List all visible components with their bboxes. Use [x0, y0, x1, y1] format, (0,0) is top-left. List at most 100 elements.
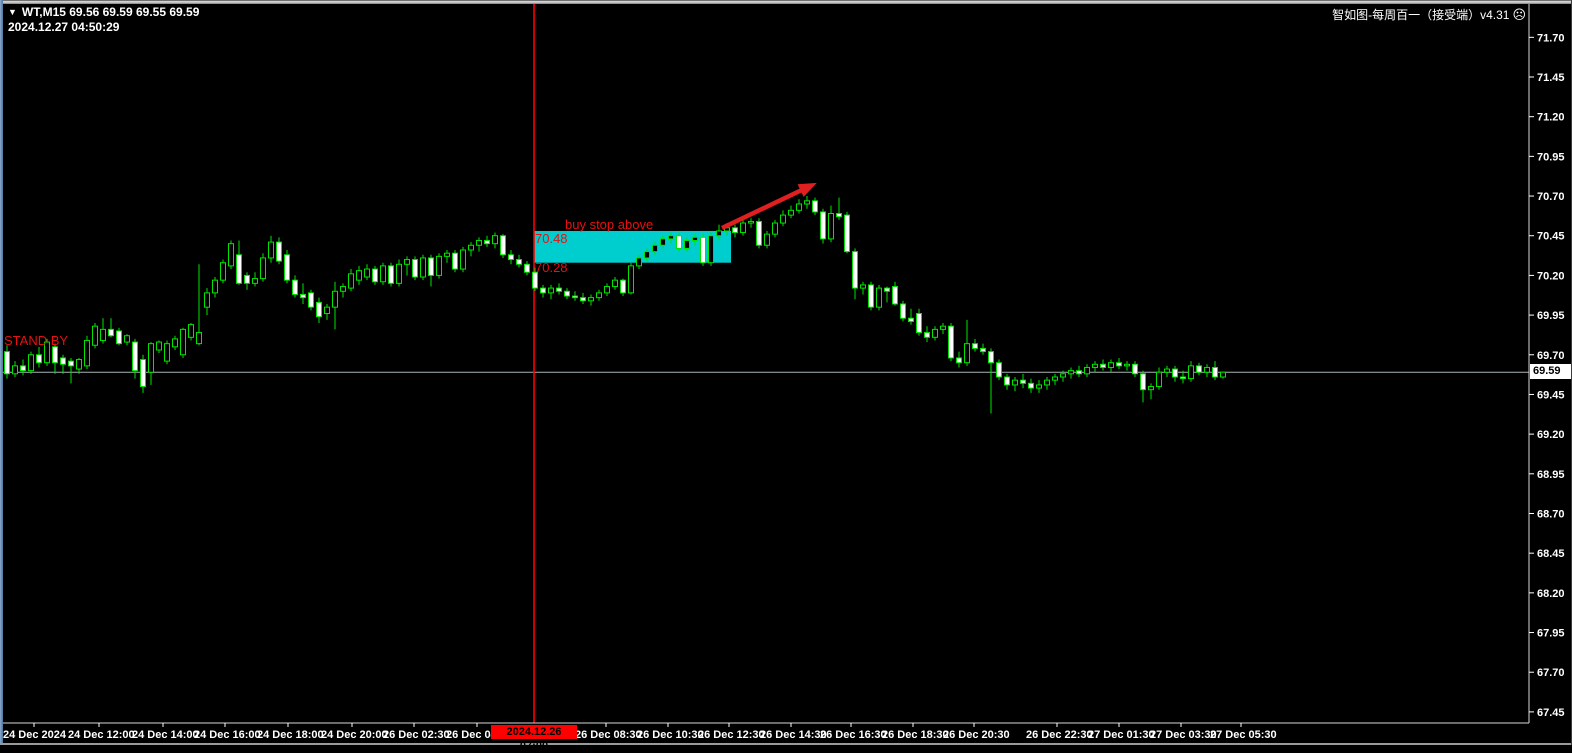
candle-bull	[748, 220, 754, 224]
time-tick-label: 26 Dec 14:30	[760, 729, 827, 741]
candle-bear	[4, 351, 10, 375]
price-tick-label: 71.45	[1537, 72, 1565, 84]
candle-bull	[636, 257, 642, 267]
candle-bear	[1028, 382, 1034, 389]
candle-bull	[1108, 362, 1114, 368]
candle-bull	[156, 341, 162, 351]
candle-bull	[476, 239, 482, 246]
candle-bear	[284, 254, 290, 281]
candle-bull	[828, 213, 834, 240]
candle-bull	[716, 230, 722, 237]
time-tick-label: 26 Dec 16:30	[820, 729, 887, 741]
candle-bear	[1116, 362, 1122, 367]
candle-bear	[700, 236, 706, 264]
candle-bull	[84, 339, 90, 367]
candle-bull	[1068, 370, 1074, 375]
window-left-edge	[0, 0, 3, 745]
zone-high-label: 70.48	[535, 231, 568, 246]
symbol-ohlc-label: WT,M15 69.56 69.59 69.55 69.59	[21, 5, 200, 19]
candle-bull	[268, 241, 274, 259]
candle-bull	[1092, 363, 1098, 368]
candle-bear	[1076, 370, 1082, 375]
candle-bear	[60, 357, 66, 365]
time-tick-label: 24 Dec 12:00	[68, 729, 135, 741]
marker-time-tag: 2024.12.26 07:00	[491, 725, 577, 752]
price-tick-label: 67.45	[1537, 707, 1565, 719]
price-tick-label: 69.20	[1537, 429, 1565, 441]
candle-bull	[772, 222, 778, 235]
candle-bull	[188, 324, 194, 338]
window-bottom-edge	[0, 743, 1572, 745]
time-tick-label: 26 Dec 12:30	[698, 729, 765, 741]
buy-zone-rect	[534, 230, 731, 263]
candle-bear	[868, 284, 874, 308]
candle-bull	[1012, 379, 1018, 386]
candle-bull	[764, 233, 770, 246]
candle-bear	[972, 343, 978, 349]
candle-bear	[916, 313, 922, 334]
candle-bull	[196, 332, 202, 345]
time-tick-label: 26 Dec 20:30	[943, 729, 1010, 741]
symbol-dropdown-icon[interactable]: ▼	[8, 7, 17, 17]
time-tick-label: 26 Dec 08:30	[575, 729, 642, 741]
candle-bear	[1212, 366, 1218, 378]
candle-bear	[116, 330, 122, 345]
time-tick-label: 24 Dec 20:00	[321, 729, 388, 741]
candle-bull	[364, 268, 370, 278]
candle-bear	[388, 265, 394, 284]
candle-bull	[348, 273, 354, 289]
candle-bull	[332, 290, 338, 308]
candle-bull	[644, 251, 650, 259]
candle-bull	[44, 341, 50, 364]
candle-bull	[100, 328, 106, 341]
candle-bear	[36, 354, 42, 364]
candle-bull	[940, 325, 946, 330]
buy-stop-label: buy stop above	[565, 217, 654, 232]
candle-bull	[1124, 363, 1130, 367]
candle-bear	[1140, 373, 1146, 391]
candle-bull	[468, 244, 474, 251]
candle-bull	[220, 262, 226, 281]
price-tick-label: 70.45	[1537, 231, 1565, 243]
zone-low-label: 70.28	[535, 260, 568, 275]
candle-bull	[876, 287, 882, 308]
candle-bear	[844, 214, 850, 253]
candle-bear	[316, 301, 322, 318]
candle-bear	[516, 259, 522, 265]
price-tick-label: 67.95	[1537, 628, 1565, 640]
price-tick-label: 69.70	[1537, 350, 1565, 362]
price-tick-label: 70.95	[1537, 151, 1565, 163]
candle-bull	[596, 292, 602, 299]
candle-bull	[420, 257, 426, 278]
candle-bull	[660, 238, 666, 246]
candle-bull	[492, 235, 498, 245]
candle-bear	[1172, 368, 1178, 378]
candle-bull	[1164, 368, 1170, 373]
price-tick-label: 68.20	[1537, 588, 1565, 600]
candle-bull	[252, 278, 258, 284]
candle-bull	[804, 200, 810, 205]
candle-bull	[1036, 384, 1042, 389]
candle-bear	[1180, 376, 1186, 380]
server-time-label: 2024.12.27 04:50:29	[8, 20, 120, 34]
candle-bear	[1020, 379, 1026, 384]
candle-bull	[436, 255, 442, 276]
candle-bear	[1132, 363, 1138, 375]
candle-bear	[1004, 376, 1010, 386]
time-tick-label: 24 Dec 2024	[3, 729, 67, 741]
candle-bear	[484, 239, 490, 245]
candle-bull	[404, 259, 410, 265]
candle-bull	[228, 243, 234, 267]
candle-bear	[836, 213, 842, 218]
indicator-title: 智如图-每周百一（接受端）v4.31 ☹	[1332, 6, 1526, 23]
candle-bull	[964, 343, 970, 364]
candle-bear	[908, 317, 914, 322]
candle-bull	[652, 244, 658, 253]
time-tick-label: 27 Dec 03:30	[1150, 729, 1217, 741]
candle-bear	[532, 271, 538, 289]
price-tick-label: 69.45	[1537, 389, 1565, 401]
time-tick-label: 24 Dec 18:00	[257, 729, 324, 741]
candle-bull	[380, 265, 386, 283]
candle-bear	[508, 254, 514, 261]
